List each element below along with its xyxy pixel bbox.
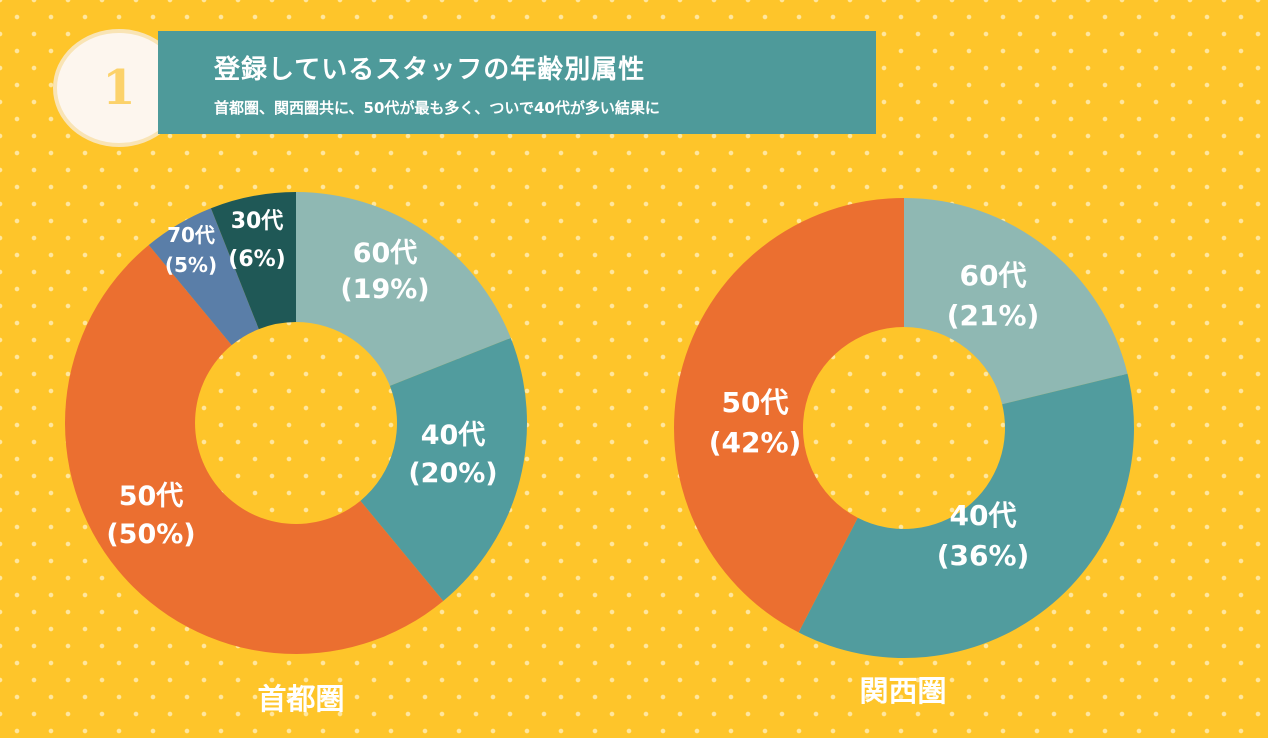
slice-label-0-2: 50代 bbox=[119, 481, 184, 512]
donut-slice-1-2 bbox=[674, 198, 904, 633]
page-subtitle: 首都圏、関西圏共に、50代が最も多く、ついで40代が多い結果に bbox=[214, 99, 660, 117]
slice-percent-1-2: (42%) bbox=[709, 426, 802, 459]
slice-label-1-1: 40代 bbox=[950, 499, 1017, 532]
donut-slice-0-3 bbox=[148, 208, 259, 346]
chart-title-shutoken: 首都圏 bbox=[257, 682, 345, 716]
donut-slice-0-4 bbox=[210, 192, 296, 330]
donut-slice-1-1 bbox=[798, 373, 1134, 658]
donut-slice-0-0 bbox=[296, 192, 511, 386]
slice-label-0-4: 30代 bbox=[231, 209, 284, 234]
donut-slice-0-2 bbox=[65, 245, 444, 654]
slice-percent-0-3: (5%) bbox=[165, 253, 217, 277]
slice-percent-1-0: (21%) bbox=[947, 299, 1040, 332]
slice-label-0-0: 60代 bbox=[353, 238, 418, 269]
slice-label-1-2: 50代 bbox=[722, 386, 789, 419]
section-number: 1 bbox=[102, 60, 136, 116]
slice-label-0-1: 40代 bbox=[421, 420, 486, 451]
page-title: 登録しているスタッフの年齢別属性 bbox=[214, 55, 646, 85]
slice-label-1-0: 60代 bbox=[960, 259, 1027, 292]
header-banner: 登録しているスタッフの年齢別属性 首都圏、関西圏共に、50代が最も多く、ついで4… bbox=[158, 31, 876, 134]
slice-label-0-3: 70代 bbox=[167, 223, 215, 247]
slice-percent-0-4: (6%) bbox=[228, 247, 285, 272]
donut-slice-0-1 bbox=[360, 337, 527, 601]
donut-slice-1-0 bbox=[904, 198, 1128, 405]
slice-percent-0-2: (50%) bbox=[106, 519, 195, 550]
slice-percent-1-1: (36%) bbox=[937, 539, 1030, 572]
slice-percent-0-1: (20%) bbox=[408, 458, 497, 489]
chart-title-kansai: 関西圏 bbox=[859, 674, 947, 708]
slice-percent-0-0: (19%) bbox=[340, 274, 429, 305]
